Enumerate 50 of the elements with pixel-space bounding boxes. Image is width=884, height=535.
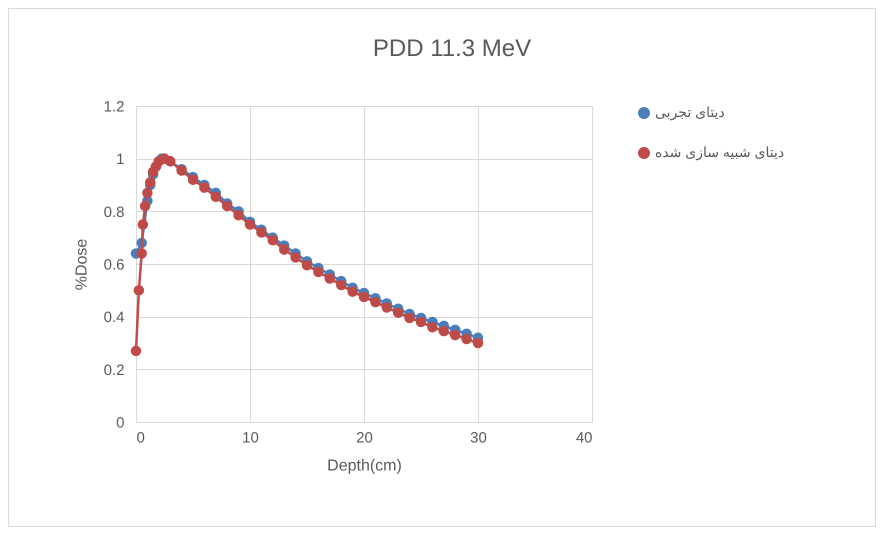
- point: [188, 174, 198, 185]
- point: [324, 273, 336, 284]
- point: [302, 260, 312, 271]
- point: [472, 338, 484, 348]
- point: [438, 326, 450, 336]
- point: [256, 227, 267, 238]
- point: [427, 322, 438, 332]
- point: [392, 307, 404, 318]
- point: [290, 252, 301, 263]
- x-tick-label: 30: [470, 430, 487, 446]
- point: [358, 292, 370, 302]
- y-tick-label: 0.2: [104, 362, 124, 379]
- x-axis-title: Depth(cm): [327, 458, 402, 474]
- y-tick-label: 0: [116, 414, 124, 432]
- y-tick-label: 0.8: [104, 204, 124, 221]
- point: [336, 280, 346, 290]
- y-tick-label: 0.6: [104, 256, 124, 274]
- point: [199, 182, 210, 193]
- point: [136, 248, 147, 259]
- x-tick-label: 40: [576, 430, 592, 446]
- point: [382, 302, 392, 313]
- y-tick-label: 1: [116, 151, 124, 168]
- point: [278, 244, 290, 255]
- legend-label: دیتای تجربی: [655, 104, 725, 121]
- point: [130, 346, 142, 356]
- point: [140, 200, 150, 212]
- point: [450, 330, 460, 340]
- y-axis-title: %Dose: [74, 238, 91, 290]
- point: [210, 192, 222, 202]
- point: [134, 285, 144, 296]
- point: [244, 219, 256, 230]
- point: [142, 188, 153, 198]
- point: [404, 312, 415, 324]
- x-tick-label: 10: [242, 430, 259, 446]
- x-tick-label: 20: [356, 430, 373, 446]
- point: [313, 266, 324, 278]
- legend-label: دیتای شبیه سازی شده: [655, 144, 784, 161]
- point: [416, 316, 426, 328]
- point: [222, 200, 232, 212]
- point: [461, 334, 472, 344]
- x-tick-label: 0: [136, 430, 145, 446]
- y-tick-label: 1.2: [104, 98, 124, 116]
- point: [233, 210, 244, 221]
- point: [145, 177, 156, 188]
- point: [138, 219, 148, 230]
- chart-title: PDD 11.3 MeV: [372, 35, 532, 62]
- point: [370, 296, 381, 308]
- point: [347, 286, 358, 297]
- y-tick-label: 0.4: [104, 309, 124, 326]
- point: [268, 235, 278, 246]
